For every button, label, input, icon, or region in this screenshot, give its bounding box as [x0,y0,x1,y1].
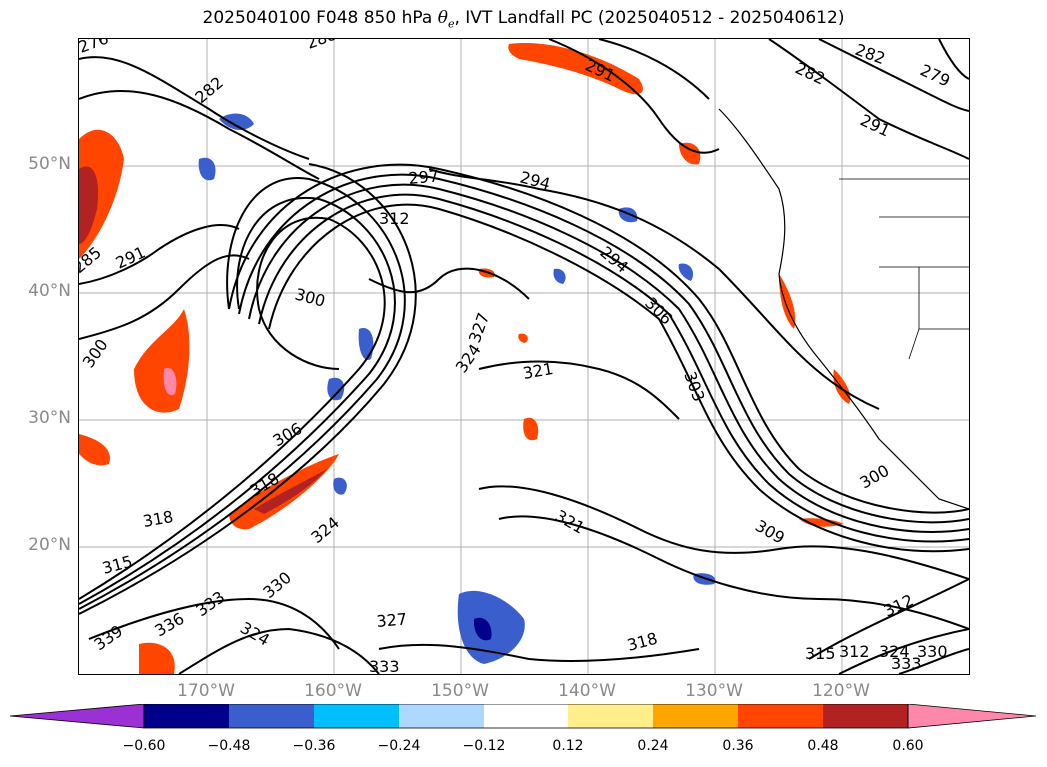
theta-e-contours [79,39,969,674]
lon-label-140w: 140°W [558,681,616,701]
lat-label-50n: 50°N [28,154,71,174]
contour-labels: 276 282 288 282 279 291 282 294 297 312 … [79,39,953,674]
lat-label-40n: 40°N [28,281,71,301]
state-borders [839,178,969,360]
colorbar-extend-low [10,704,145,729]
contour-label: 282 [853,40,888,68]
lat-label-20n: 20°N [28,535,71,555]
map-canvas: 276 282 288 282 279 291 282 294 297 312 … [79,39,969,674]
contour-label: 312 [881,590,917,620]
contour-label: 309 [752,516,788,548]
contour-label: 294 [518,168,552,194]
colorbar-segment [568,704,653,728]
colorbar-segment [823,704,908,728]
contour-label: 276 [79,39,111,57]
coastline [718,108,969,510]
colorbar-tick: 0.36 [722,738,754,754]
contour-label: 330 [259,568,295,602]
contour-label: 291 [113,242,149,272]
contour-label: 300 [293,285,327,311]
colorbar-segment [314,704,399,728]
lon-label-120w: 120°W [812,681,870,701]
contour-label: 318 [141,507,174,531]
contour-label: 324 [307,513,343,547]
lon-label-130w: 130°W [685,681,743,701]
colorbar-tick: 0.12 [552,738,584,754]
contour-label: 312 [839,642,870,661]
contour-label: 300 [857,461,893,493]
map-panel: 276 282 288 282 279 291 282 294 297 312 … [78,38,970,675]
colorbar-extend-high [907,704,1037,729]
colorbar-segment [399,704,484,728]
contour-label: 333 [369,657,400,674]
contour-label: 297 [408,166,440,188]
contour-label: 324 [879,642,910,661]
colorbar-segment [738,704,823,728]
contour-label: 336 [152,609,188,641]
colorbar-tick: 0.24 [637,738,669,754]
contour-label: 321 [552,506,588,538]
lat-label-30n: 30°N [28,408,71,428]
colorbar-segment [144,704,229,728]
contour-label: 300 [79,335,112,371]
contour-label: 330 [917,642,948,661]
contour-label: 312 [379,209,410,228]
map-title: 2025040100 F048 850 hPa θe, IVT Landfall… [202,8,845,31]
colorbar-tick: −0.36 [292,738,336,754]
colorbar-segment [229,704,314,728]
negative-fill-regions [198,113,716,664]
contour-label: 315 [805,644,836,663]
colorbar-segment [653,704,738,728]
contour-label: 279 [917,60,953,90]
contour-label: 327 [465,310,493,345]
colorbar-tick: 0.60 [892,738,924,754]
colorbar-tick: −0.24 [377,738,421,754]
colorbar-tick: 0.48 [807,738,839,754]
lon-label-160w: 160°W [304,681,362,701]
colorbar-tick: −0.60 [122,738,166,754]
colorbar [10,704,1037,729]
colorbar-segment [484,704,568,728]
contour-label: 324 [237,618,273,650]
contour-label: 324 [452,340,485,376]
lon-label-150w: 150°W [431,681,489,701]
contour-label: 282 [792,58,828,88]
contour-label: 333 [891,654,922,673]
colorbar-tick: −0.12 [462,738,506,754]
lon-label-170w: 170°W [177,681,235,701]
contour-label: 318 [625,629,659,655]
contour-label: 291 [857,110,893,140]
contour-label: 306 [641,293,676,328]
contour-label: 321 [521,359,554,383]
colorbar-tick: −0.48 [207,738,251,754]
contour-label: 333 [192,587,228,620]
graticule [79,39,969,674]
positive-fill-regions [79,43,851,674]
contour-label: 303 [680,369,708,404]
contour-label: 294 [596,243,632,277]
contour-label: 327 [376,609,408,631]
